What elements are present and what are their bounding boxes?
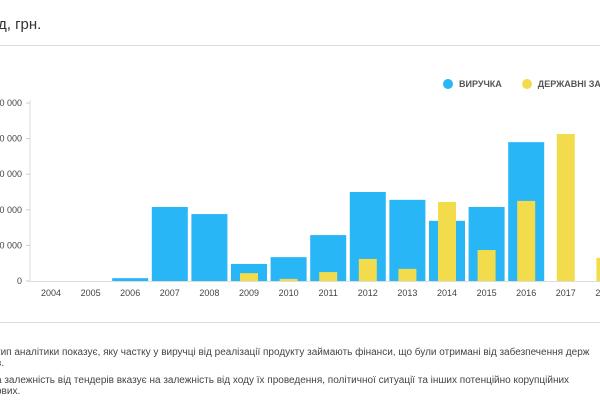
x-tick-label: 2004: [41, 288, 61, 298]
y-tick-label: 0 000: [0, 169, 22, 179]
x-tick-label: 2007: [160, 288, 180, 298]
bar-procurement: [596, 257, 600, 281]
y-tick-label: 0 000: [0, 134, 22, 144]
x-tick-label: 2010: [279, 288, 299, 298]
x-tick-label: 2013: [397, 288, 417, 298]
note-line: ових.: [0, 386, 21, 397]
bar-revenue: [270, 257, 307, 281]
bar-revenue: [191, 214, 228, 281]
bar-procurement: [358, 258, 377, 281]
bar-procurement: [438, 201, 456, 281]
bar-procurement: [477, 250, 496, 281]
bar-revenue: [112, 278, 149, 281]
bar-procurement: [556, 133, 575, 281]
bar-chart: 0 0 000 0 000 0 000 0 000 0 000 2004 2005 2006 20…: [0, 98, 600, 298]
bar-procurement: [279, 278, 298, 281]
y-tick-label: 0 000: [0, 240, 22, 250]
x-tick-label: 2015: [477, 288, 497, 298]
legend: ВИРУЧКА ДЕРЖАВНІ ЗАКУГ: [443, 79, 600, 89]
x-tick-label: 2012: [358, 288, 378, 298]
legend-dot-icon: [443, 79, 453, 89]
divider: [0, 322, 600, 323]
bar-revenue: [389, 199, 426, 281]
x-tick-label: 2018: [595, 288, 600, 298]
x-tick-label: 2016: [516, 288, 536, 298]
bar-procurement: [398, 268, 417, 281]
note-line: а залежність від тендерів вказує на зале…: [0, 375, 570, 386]
x-tick-label: 2017: [556, 288, 576, 298]
legend-item-procurement[interactable]: ДЕРЖАВНІ ЗАКУГ: [521, 79, 600, 89]
x-tick-label: 2014: [437, 288, 457, 298]
y-tick-label: 0 000: [0, 205, 22, 215]
legend-item-revenue[interactable]: ВИРУЧКА: [443, 79, 502, 89]
bar-revenue: [151, 206, 188, 281]
legend-dot-icon: [521, 79, 532, 89]
x-tick-label: 2005: [81, 288, 101, 298]
y-tick-label: 0: [17, 276, 22, 286]
x-tick-label: 2006: [120, 288, 140, 298]
bar-procurement: [319, 272, 338, 281]
note-line: тип аналітики показує, яку частку у виру…: [0, 347, 590, 358]
bar-procurement: [517, 200, 536, 281]
chart-title: д, грн.: [0, 16, 42, 33]
divider: [0, 45, 600, 46]
x-tick-label: 2008: [199, 288, 219, 298]
x-tick-label: 2011: [319, 288, 338, 298]
x-tick-label: 2009: [239, 288, 259, 298]
y-tick-label: 0 000: [0, 98, 22, 108]
note-line: в.: [0, 358, 5, 369]
bar-procurement: [240, 273, 258, 281]
